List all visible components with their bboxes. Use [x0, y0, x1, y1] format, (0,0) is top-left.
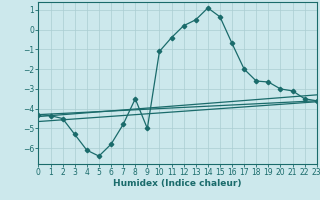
X-axis label: Humidex (Indice chaleur): Humidex (Indice chaleur)	[113, 179, 242, 188]
